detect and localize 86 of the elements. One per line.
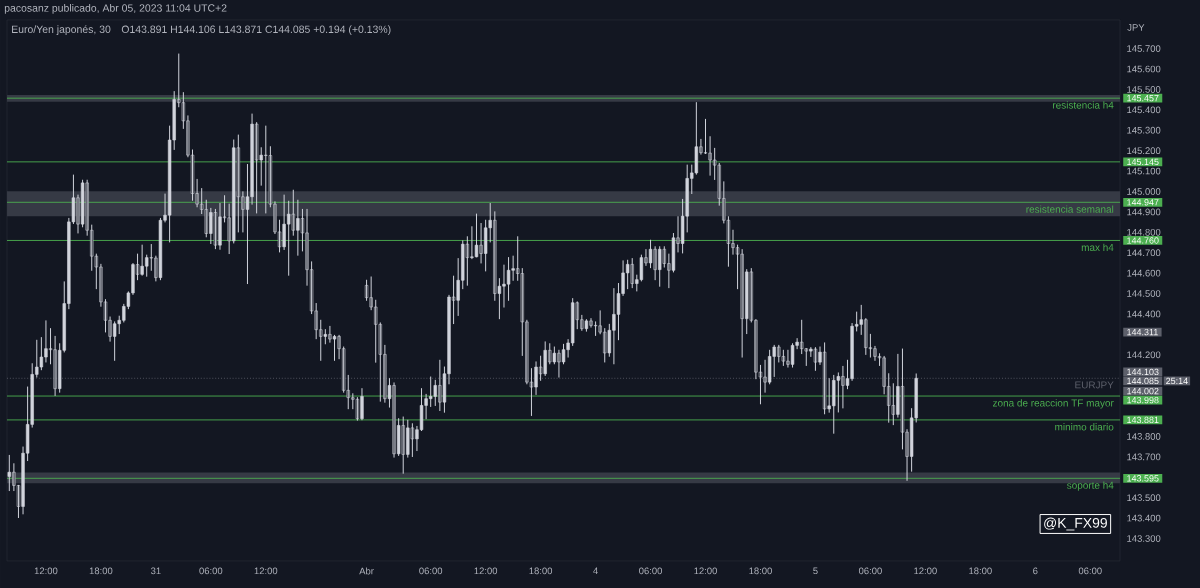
candlestick bbox=[410, 423, 415, 457]
y-tick-label: 143.881 bbox=[1127, 416, 1159, 424]
x-tick-label: 18:00 bbox=[969, 567, 992, 575]
candlestick bbox=[552, 346, 557, 365]
y-tick-label: 144.200 bbox=[1127, 351, 1161, 359]
x-tick-label: 12:00 bbox=[694, 567, 717, 575]
chart-title: Euro/Yen japonés, 30 bbox=[12, 25, 111, 36]
candlestick bbox=[254, 122, 259, 214]
x-tick-label: 12:00 bbox=[914, 567, 937, 575]
candlestick bbox=[80, 179, 85, 228]
candlestick bbox=[112, 321, 117, 361]
y-tick-label: 144.947 bbox=[1127, 199, 1159, 206]
candlestick bbox=[822, 342, 827, 415]
x-tick-label: 12:00 bbox=[254, 567, 278, 575]
y-tick-label: 145.500 bbox=[1127, 86, 1161, 93]
ref-line-label: resistencia h4 bbox=[1053, 101, 1114, 109]
y-tick-label: 144.700 bbox=[1127, 249, 1161, 257]
y-tick-label: 145.300 bbox=[1127, 126, 1161, 134]
x-tick-label: 12:00 bbox=[34, 567, 58, 575]
chart-subtitle: O143.891 H144.106 L143.871 C144.085 +0.194 (+0.13%) bbox=[121, 25, 391, 36]
candlestick bbox=[593, 321, 598, 336]
candlestick bbox=[767, 349, 772, 385]
y-tick-label: 143.400 bbox=[1127, 514, 1161, 522]
y-tick-label: 144.800 bbox=[1127, 228, 1161, 236]
ref-line-label: resistencia semanal bbox=[1026, 205, 1114, 213]
ref-line-label: minimo diario bbox=[1055, 423, 1114, 431]
candlestick bbox=[639, 254, 644, 282]
y-tick-label: 144.500 bbox=[1127, 290, 1161, 297]
y-tick-label: 143.500 bbox=[1127, 494, 1161, 502]
candlestick bbox=[465, 236, 470, 286]
y-tick-label: 145.000 bbox=[1127, 188, 1161, 195]
y-tick-label: 144.600 bbox=[1127, 269, 1161, 277]
x-tick-label: 31 bbox=[150, 567, 161, 575]
candlestick bbox=[506, 257, 511, 301]
y-tick-label: 143.700 bbox=[1127, 453, 1161, 461]
text: 25:14 bbox=[1166, 377, 1188, 385]
x-tick-label: 5 bbox=[813, 567, 818, 575]
text: pacosanz publicado, Abr 05, 2023 11:04 UTC+2 bbox=[4, 4, 227, 14]
y-tick-label: 145.400 bbox=[1127, 106, 1161, 114]
y-tick-label: 144.103 bbox=[1127, 368, 1159, 376]
y-tick-label: 143.595 bbox=[1127, 475, 1159, 482]
candlestick bbox=[836, 372, 841, 413]
y-tick-label: 145.600 bbox=[1127, 65, 1161, 73]
ref-line-label: EURJPY bbox=[1075, 381, 1114, 389]
y-axis-title: JPY bbox=[1127, 24, 1145, 31]
x-tick-label: 6 bbox=[1033, 567, 1038, 575]
y-tick-label: 144.400 bbox=[1127, 310, 1161, 318]
y-tick-label: 143.998 bbox=[1127, 396, 1159, 404]
candlestick bbox=[813, 347, 818, 371]
candlestick bbox=[355, 397, 360, 421]
y-tick-label: 145.145 bbox=[1127, 158, 1159, 165]
x-tick-label: 06:00 bbox=[419, 567, 443, 575]
annotation: @K_FX99 bbox=[1044, 517, 1107, 531]
y-tick-label: 145.200 bbox=[1127, 147, 1161, 154]
x-tick-label: 18:00 bbox=[749, 567, 772, 575]
candlestick bbox=[158, 217, 163, 281]
x-tick-label: 12:00 bbox=[474, 567, 498, 575]
x-tick-label: Abr bbox=[359, 567, 374, 575]
x-tick-label: 06:00 bbox=[1078, 567, 1102, 575]
candlestick bbox=[483, 219, 488, 272]
y-tick-label: 145.100 bbox=[1127, 167, 1161, 175]
candlestick bbox=[584, 319, 589, 332]
x-tick-label: 06:00 bbox=[858, 567, 882, 575]
x-tick-label: 06:00 bbox=[639, 567, 663, 575]
candlestick bbox=[213, 208, 218, 250]
y-tick-label: 144.900 bbox=[1127, 208, 1161, 216]
x-tick-label: 06:00 bbox=[199, 567, 223, 575]
y-tick-label: 144.002 bbox=[1127, 387, 1159, 395]
candlestick bbox=[625, 259, 630, 290]
candlestick bbox=[39, 337, 44, 371]
candlestick bbox=[694, 102, 699, 175]
candlestick bbox=[781, 349, 786, 366]
y-tick-label: 145.457 bbox=[1127, 95, 1159, 102]
y-tick-label: 143.300 bbox=[1127, 535, 1161, 542]
y-tick-label: 143.800 bbox=[1127, 433, 1161, 440]
y-tick-label: 144.311 bbox=[1127, 328, 1158, 336]
candlestick bbox=[323, 329, 328, 345]
ref-line-label: max h4 bbox=[1081, 243, 1114, 251]
y-tick-label: 144.085 bbox=[1127, 377, 1159, 385]
ref-line-label: zona de reaccion TF mayor bbox=[992, 399, 1114, 409]
x-tick-label: 4 bbox=[593, 567, 598, 575]
ref-line-label: soporte h4 bbox=[1067, 481, 1114, 491]
x-tick-label: 18:00 bbox=[529, 567, 553, 575]
y-tick-label: 145.700 bbox=[1127, 45, 1161, 52]
x-tick-label: 18:00 bbox=[89, 567, 113, 575]
y-tick-label: 144.760 bbox=[1127, 237, 1159, 244]
